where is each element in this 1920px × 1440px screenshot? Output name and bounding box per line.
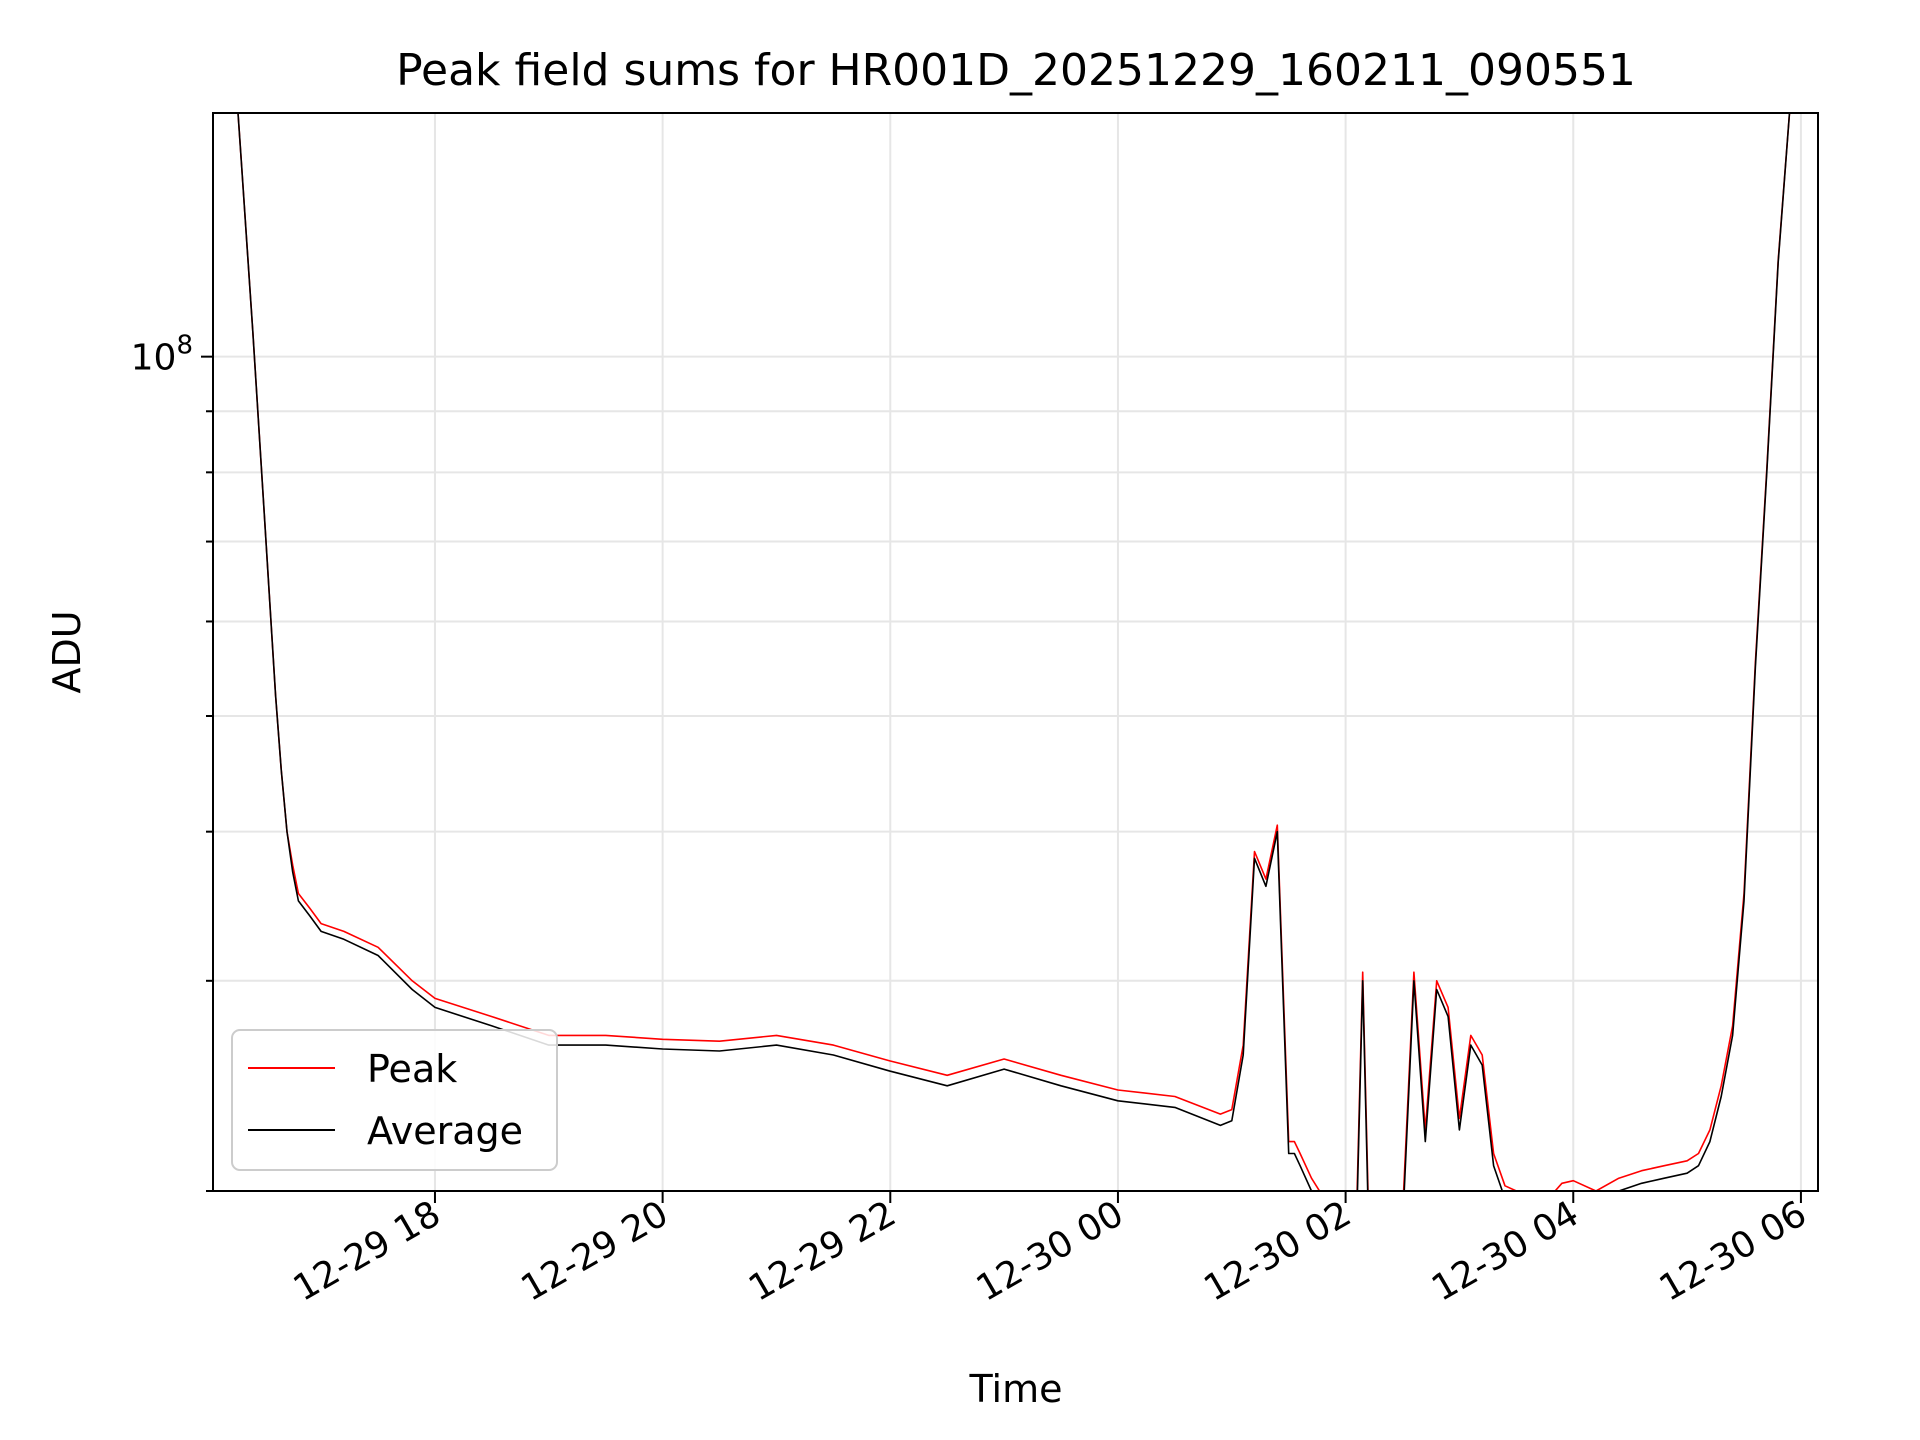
legend-label-peak: Peak	[367, 1047, 457, 1091]
y-tick-base: 10	[131, 338, 177, 379]
chart-title: Peak field sums for HR001D_20251229_1602…	[396, 45, 1636, 96]
legend-label-average: Average	[367, 1109, 523, 1153]
series-layer	[237, 113, 1791, 1191]
x-axis-label: Time	[969, 1367, 1063, 1411]
y-tick-exponent: 8	[176, 331, 193, 361]
series-line-peak	[237, 113, 1791, 1191]
y-tick-label: 108	[131, 331, 193, 379]
legend: Peak Average	[231, 1029, 558, 1171]
grid	[213, 113, 1818, 1192]
legend-box	[231, 1029, 558, 1171]
series-line-average	[237, 113, 1791, 1191]
y-axis-label: ADU	[45, 610, 89, 693]
plot-frame	[212, 112, 1819, 1192]
